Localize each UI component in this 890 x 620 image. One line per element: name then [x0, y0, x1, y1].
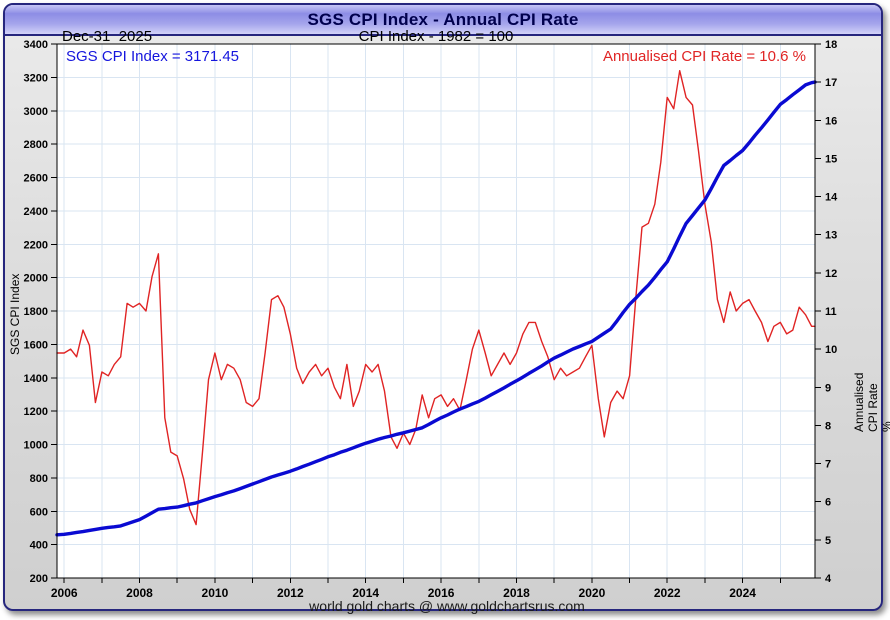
- chart-card: SGS CPI Index - Annual CPI Rate: [3, 3, 883, 611]
- cpi-rate-value-label: Annualised CPI Rate = 10.6 %: [602, 48, 806, 65]
- right-axis-title: Annualised CPI Rate %: [852, 372, 890, 432]
- sgs-value-label: SGS CPI Index = 3171.45: [66, 48, 240, 65]
- left-axis-title: SGS CPI Index: [8, 273, 22, 355]
- title-bar: SGS CPI Index - Annual CPI Rate: [5, 5, 881, 36]
- index-base-label: CPI Index - 1982 = 100: [358, 28, 514, 45]
- credit-text: world gold charts @ www.goldchartsrus.co…: [309, 598, 585, 614]
- chart-title: SGS CPI Index - Annual CPI Rate: [307, 10, 579, 29]
- date-label: Dec-31 2025: [62, 28, 153, 45]
